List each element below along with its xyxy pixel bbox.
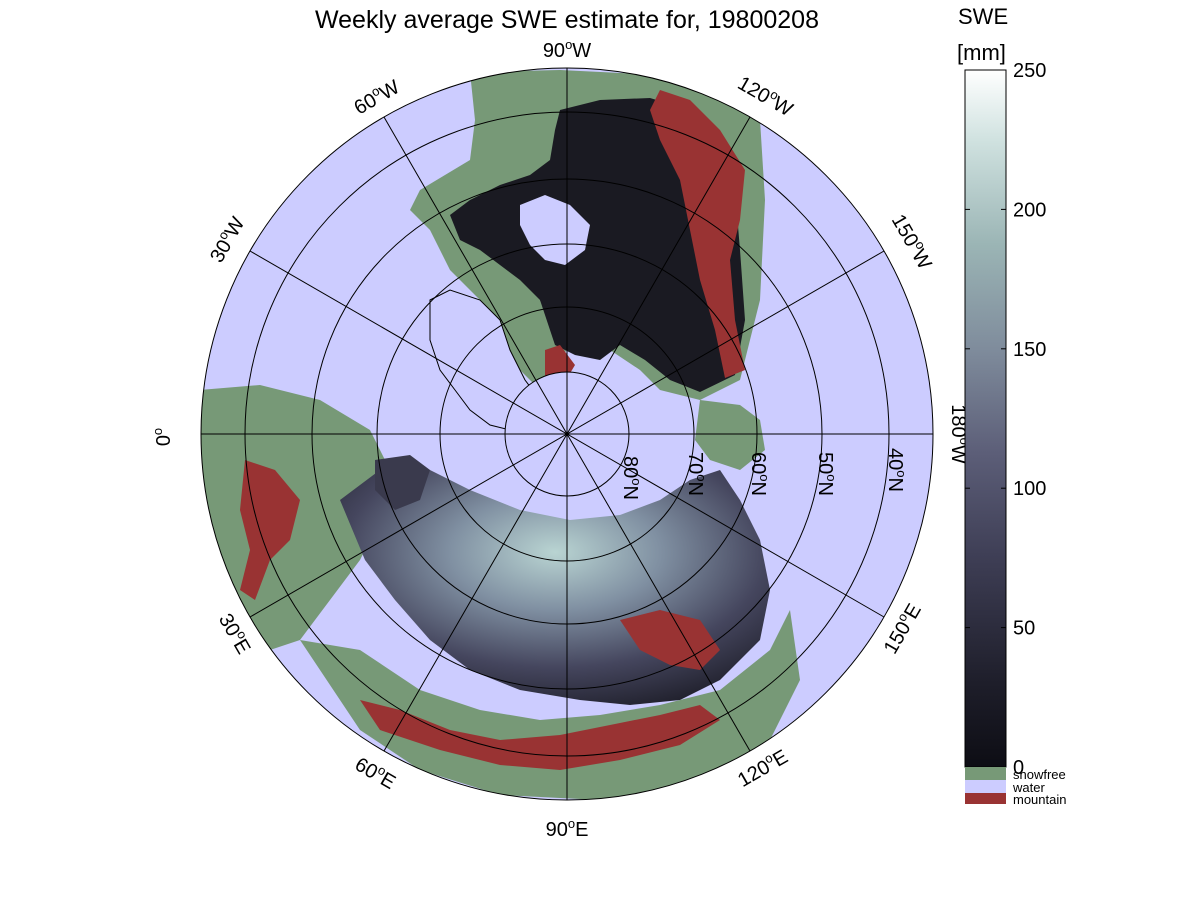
colorbar-tick-label: 50 — [1013, 618, 1035, 640]
lat-label-70n: 70oN — [684, 452, 709, 496]
colorbar-tick-label: 200 — [1013, 199, 1046, 221]
asia-mountains — [360, 700, 720, 770]
north-america-snow — [450, 98, 745, 392]
lon-label-60e: 60oE — [351, 751, 401, 794]
hudson-bay — [520, 195, 590, 265]
lon-label-90w: 90oW — [543, 37, 591, 62]
colorbar-tick-label: 150 — [1013, 339, 1046, 361]
colorbar-tick-label: 250 — [1013, 60, 1046, 82]
legend-swatch-snowfree — [965, 767, 1006, 780]
legend-label-water: water — [1012, 780, 1045, 795]
legend-label-mountain: mountain — [1013, 792, 1066, 807]
lon-label-90e: 90oE — [546, 816, 589, 841]
colorbar-tick-label: 100 — [1013, 478, 1046, 500]
rocky-mountains — [650, 90, 745, 378]
europe-mountains — [240, 460, 300, 600]
alaska — [695, 400, 765, 470]
colorbar-title-unit: [mm] — [957, 40, 1006, 65]
colorbar-tick-label: 0 — [1013, 757, 1024, 779]
colorbar-ticks: 0 50 100 150 200 250 — [965, 60, 1046, 779]
lon-label-180w: 180oW — [947, 404, 972, 464]
colorbar-title-swe: SWE — [958, 4, 1008, 29]
lon-label-0: 0o — [150, 428, 175, 446]
scandinavia-snow — [375, 455, 430, 510]
lat-label-80n: 80oN — [619, 456, 644, 500]
lat-label-60n: 60oN — [747, 452, 772, 496]
legend-label-snowfree: snowfree — [1013, 767, 1066, 782]
legend-swatch-mountain — [965, 793, 1006, 804]
meridians — [201, 68, 933, 800]
lon-label-150w: 150oW — [887, 209, 938, 273]
map-title: Weekly average SWE estimate for, 1980020… — [315, 6, 819, 34]
legend-swatch-water — [965, 780, 1006, 793]
lat-label-50n: 50oN — [814, 452, 839, 496]
lat-label-40n: 40oN — [884, 448, 909, 492]
polar-map — [200, 67, 934, 801]
colorbar-gradient — [964, 69, 1007, 768]
latitude-labels: 80oN 70oN 60oN 50oN 40oN — [619, 448, 909, 500]
lon-label-30w: 30oW — [204, 212, 250, 266]
asia-snowfree — [300, 610, 800, 800]
